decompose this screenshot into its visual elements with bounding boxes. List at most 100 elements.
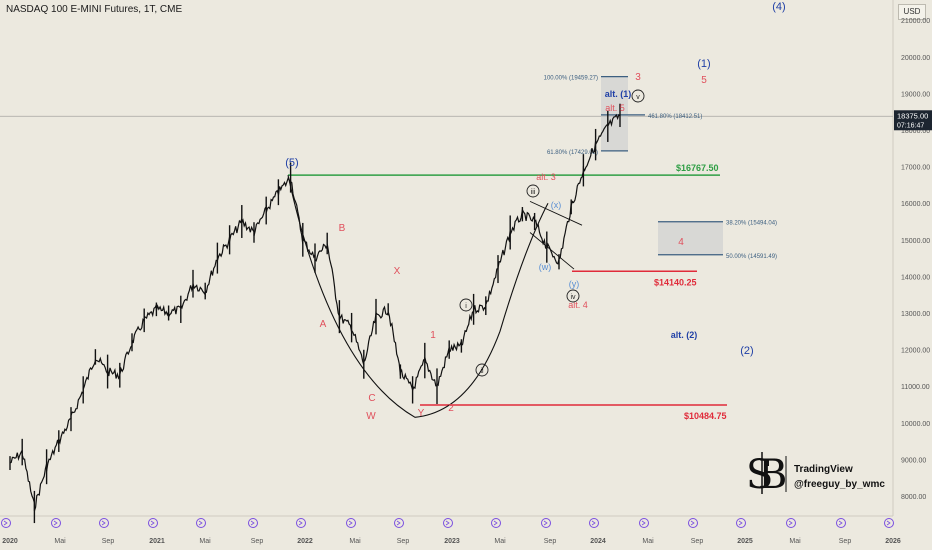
time-axis-tick: 2024 (590, 538, 606, 545)
fib-label-top: 100.00% (19459.27) (544, 76, 598, 82)
time-axis-tick: Sep (839, 538, 852, 545)
time-axis-tick: Sep (251, 538, 264, 545)
event-marker-icon[interactable] (346, 518, 356, 528)
event-marker-icon[interactable] (148, 518, 158, 528)
time-axis-tick: Sep (691, 538, 704, 545)
event-marker-arrow-icon (198, 520, 203, 526)
wave-circle-i: i (465, 303, 467, 310)
currency-button[interactable]: USD (898, 4, 926, 20)
wave-circle-iii: iii (531, 189, 536, 196)
price-axis-tick: 14000.00 (901, 274, 930, 281)
event-marker-arrow-icon (543, 520, 548, 526)
event-marker-icon[interactable] (51, 518, 61, 528)
event-marker-icon[interactable] (394, 518, 404, 528)
wave-circle-iv-ring (566, 289, 580, 303)
event-marker-icon[interactable] (589, 518, 599, 528)
price-axis-tick: 11000.00 (901, 384, 930, 391)
wave-circle-ii-ring (475, 363, 489, 377)
watermark-brand: TradingView (794, 464, 853, 475)
saucer-arc (287, 174, 549, 418)
event-marker-icon[interactable] (884, 518, 894, 528)
time-axis-tick: Sep (544, 538, 557, 545)
event-marker-arrow-icon (445, 520, 450, 526)
event-marker-arrow-icon (298, 520, 303, 526)
time-axis-tick: Mai (199, 538, 211, 545)
event-marker-arrow-icon (493, 520, 498, 526)
price-axis-tick: 18000.00 (901, 128, 930, 135)
event-marker-arrow-icon (591, 520, 596, 526)
event-marker-icon[interactable] (196, 518, 206, 528)
wave-label-A: A (320, 319, 327, 330)
event-marker-icon[interactable] (443, 518, 453, 528)
wave-label-W: W (366, 411, 376, 422)
wave-label-5: (5) (285, 157, 298, 169)
wave-label-B: B (339, 223, 346, 234)
wave-label-2: (2) (740, 345, 753, 357)
event-marker-icon[interactable] (1, 518, 11, 528)
event-marker-arrow-icon (150, 520, 155, 526)
level-label-red-low: $10484.75 (684, 411, 727, 421)
svg-text:S: S (746, 452, 773, 498)
wave-label-alt-5: alt. 5 (605, 103, 625, 113)
wave-label-4: (4) (772, 1, 785, 13)
wave-label-Y: Y (418, 408, 425, 419)
wave-label-C: C (368, 393, 375, 404)
wave-label-alt-4: alt. 4 (568, 300, 588, 310)
event-marker-arrow-icon (348, 520, 353, 526)
wave-label-red-4: 4 (678, 237, 684, 248)
fib-label-left: 61.80% (17429.02) (547, 150, 598, 156)
fib-retrace-box (658, 221, 723, 255)
wave-circle-v-ring (631, 89, 645, 103)
price-axis-tick: 10000.00 (901, 421, 930, 428)
price-axis-tick: 13000.00 (901, 311, 930, 318)
wave-label-x: (x) (551, 200, 562, 210)
svg-text:B: B (758, 452, 787, 498)
channel-lower (529, 232, 575, 270)
event-marker-icon[interactable] (736, 518, 746, 528)
price-axis-tick: 17000.00 (901, 165, 930, 172)
level-label-red-mid: $14140.25 (654, 277, 697, 287)
wave-label-red-3: 3 (635, 72, 641, 83)
wave-label-w: (w) (539, 262, 552, 272)
price-axis-tick: 8000.00 (901, 494, 926, 501)
wave-label-X: X (394, 266, 401, 277)
price-series-line (9, 113, 621, 512)
last-price-value: 18375.00 (897, 111, 928, 120)
price-axis-tick: 12000.00 (901, 348, 930, 355)
event-marker-icon[interactable] (99, 518, 109, 528)
event-marker-icon[interactable] (248, 518, 258, 528)
event-marker-icon[interactable] (491, 518, 501, 528)
event-marker-arrow-icon (250, 520, 255, 526)
price-axis-tick: 16000.00 (901, 201, 930, 208)
event-marker-icon[interactable] (296, 518, 306, 528)
time-axis-tick: 2026 (885, 538, 901, 545)
watermark-text: TradingView @freeguy_by_wmc (794, 462, 885, 492)
time-axis-tick: 2021 (149, 538, 165, 545)
wave-label-red-1: 1 (430, 330, 436, 341)
time-axis-tick: 2020 (2, 538, 18, 545)
event-marker-arrow-icon (788, 520, 793, 526)
event-marker-icon[interactable] (541, 518, 551, 528)
event-marker-icon[interactable] (688, 518, 698, 528)
logo-icon: S B (746, 452, 787, 498)
time-axis-tick: 2025 (737, 538, 753, 545)
bar-countdown: 07:16:47 (897, 122, 924, 129)
wave-label-alt-2: alt. (2) (671, 330, 698, 340)
wave-circle-v: v (636, 94, 640, 101)
watermark-author: @freeguy_by_wmc (794, 479, 885, 490)
fib-label-box-bottom: 50.00% (14591.49) (726, 254, 777, 260)
event-marker-arrow-icon (641, 520, 646, 526)
event-marker-arrow-icon (690, 520, 695, 526)
price-axis-tick: 21000.00 (901, 18, 930, 25)
time-axis-tick: Mai (789, 538, 801, 545)
price-axis-tick: 9000.00 (901, 457, 926, 464)
event-marker-icon[interactable] (639, 518, 649, 528)
event-marker-icon[interactable] (786, 518, 796, 528)
event-marker-arrow-icon (396, 520, 401, 526)
event-marker-arrow-icon (838, 520, 843, 526)
wave-label-1: (1) (697, 58, 710, 70)
time-axis-tick: 2022 (297, 538, 313, 545)
event-marker-icon[interactable] (836, 518, 846, 528)
wave-circle-ii: ii (480, 368, 484, 375)
